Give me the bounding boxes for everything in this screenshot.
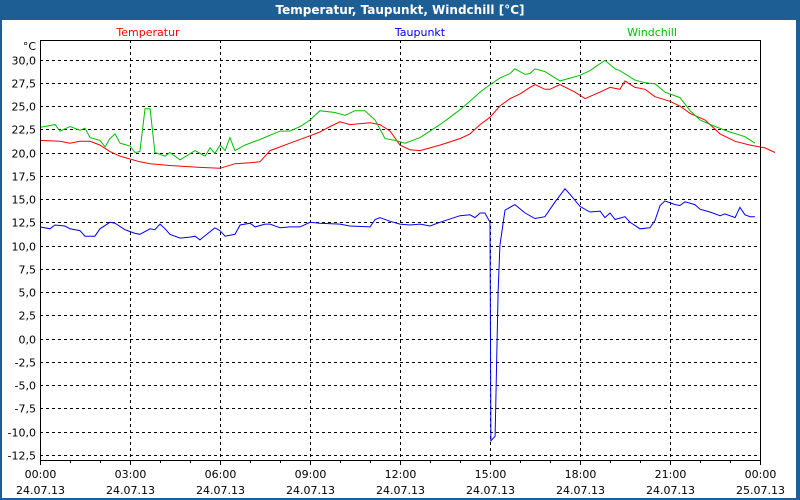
x-tick-date: 24.07.13 [646, 484, 695, 497]
x-tick-time: 00:00 [25, 468, 57, 481]
y-tick-label: -10,0 [8, 427, 36, 440]
x-tick-date: 24.07.13 [466, 484, 515, 497]
series-line-windchill [39, 59, 756, 161]
x-tick-time: 12:00 [385, 468, 417, 481]
legend-temperatur: Temperatur [115, 26, 180, 39]
x-tick-time: 00:00 [745, 468, 777, 481]
plot-frame [40, 40, 761, 461]
x-tick-date: 25.07.13 [736, 484, 785, 497]
x-tick-time: 21:00 [655, 468, 687, 481]
x-tick-date: 24.07.13 [106, 484, 155, 497]
y-tick-label: 30,0 [12, 55, 37, 68]
y-tick-label: 10,0 [12, 241, 37, 254]
y-tick-label: 22,5 [12, 124, 37, 137]
y-tick-label: 15,0 [12, 194, 37, 207]
series-line-temperatur [39, 80, 776, 169]
y-tick-label: -5,0 [15, 380, 36, 393]
y-tick-label: 17,5 [12, 171, 37, 184]
y-tick-label: 25,0 [12, 101, 37, 114]
y-tick-label: 12,5 [12, 217, 37, 230]
y-tick-label: 7,5 [19, 264, 37, 277]
x-tick-date: 24.07.13 [376, 484, 425, 497]
y-tick-label: 2,5 [19, 310, 37, 323]
y-tick-label: 5,0 [19, 287, 37, 300]
y-tick-label: -7,5 [15, 403, 36, 416]
x-tick-time: 03:00 [115, 468, 147, 481]
y-tick-label: -2,5 [15, 357, 36, 370]
window-title: Temperatur, Taupunkt, Windchill [°C] [275, 3, 525, 17]
x-tick-date: 24.07.13 [556, 484, 605, 497]
x-tick-time: 15:00 [475, 468, 507, 481]
x-tick-date: 24.07.13 [286, 484, 335, 497]
y-axis-label: °C [23, 40, 37, 53]
series-line-taupunkt [39, 188, 755, 443]
legend-taupunkt: Taupunkt [394, 26, 446, 39]
y-tick-label: 27,5 [12, 78, 37, 91]
x-tick-time: 09:00 [295, 468, 327, 481]
legend-windchill: Windchill [627, 26, 677, 39]
x-tick-date: 24.07.13 [196, 484, 245, 497]
y-tick-label: -12,5 [8, 450, 36, 463]
x-tick-time: 18:00 [565, 468, 597, 481]
y-tick-label: 0,0 [19, 334, 37, 347]
y-tick-label: 20,0 [12, 148, 37, 161]
x-tick-time: 06:00 [205, 468, 237, 481]
x-tick-date: 24.07.13 [16, 484, 65, 497]
